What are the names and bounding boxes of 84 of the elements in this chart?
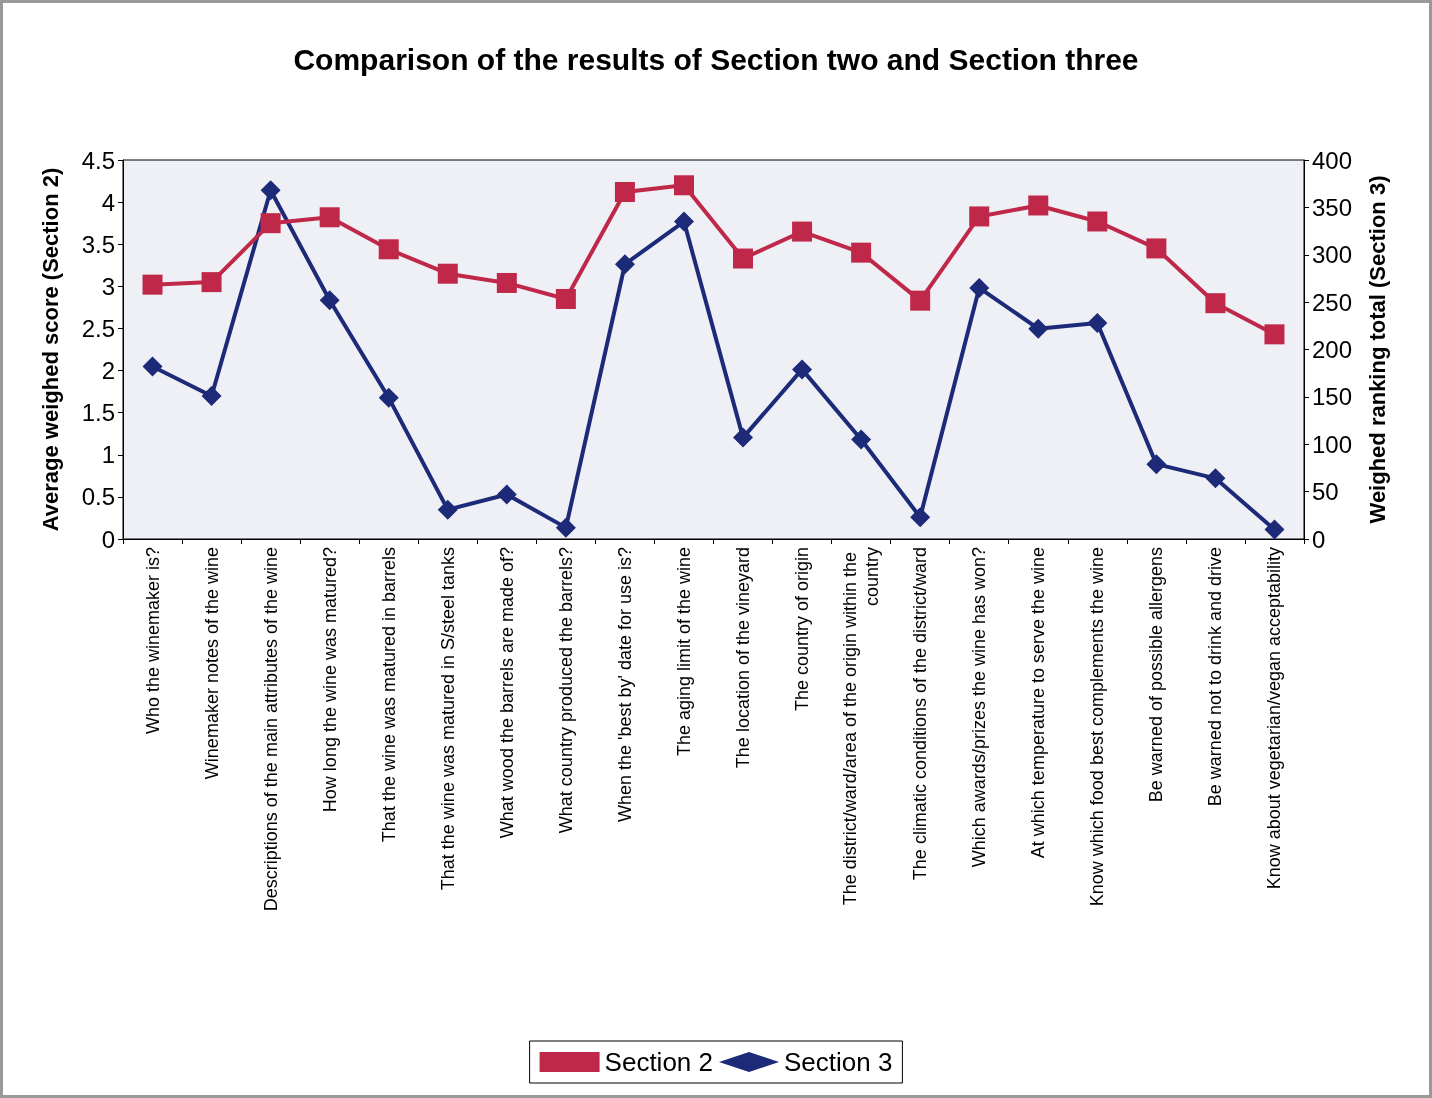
- y2-tick-label: 200: [1312, 336, 1353, 363]
- y-tick-label: 4: [101, 188, 115, 216]
- point: [437, 499, 458, 520]
- point: [969, 277, 990, 298]
- x-tick-label: Descriptions of the main attributes of the wine: [260, 547, 281, 912]
- point: [437, 263, 458, 284]
- y2-tick-label: 300: [1312, 241, 1353, 269]
- point: [142, 274, 163, 295]
- x-tick-label: Be warned not to drink and drive: [1205, 547, 1226, 807]
- point: [1146, 454, 1167, 475]
- legend-label: Section 3: [784, 1047, 893, 1077]
- x-tick-label: The location of the vineyard: [733, 547, 754, 769]
- y-tick-label: 2.5: [81, 314, 115, 342]
- x-tick-label: The country of origin: [792, 547, 813, 712]
- x-tick-label: The climatic conditions of the district/ward: [910, 547, 931, 881]
- point: [673, 211, 694, 232]
- point: [910, 290, 931, 311]
- y2-tick-label: 150: [1312, 383, 1353, 411]
- legend-label: Section 2: [604, 1047, 713, 1077]
- point: [614, 182, 635, 202]
- point: [201, 272, 222, 293]
- point: [319, 290, 340, 311]
- point: [1146, 238, 1167, 259]
- x-tick-label: At which temperature to serve the wine: [1028, 547, 1049, 859]
- point: [792, 359, 813, 380]
- point: [319, 207, 340, 228]
- y-tick-label: 1: [101, 441, 115, 469]
- x-tick-label: The district/ward/area of the origin within the country: [840, 547, 883, 906]
- y2-tick-label: 100: [1312, 430, 1353, 458]
- point: [851, 242, 872, 263]
- y2-tick-label: 50: [1312, 478, 1339, 506]
- point: [260, 213, 281, 234]
- x-tick-label: When the 'best by' date for use is?: [614, 547, 635, 823]
- point: [378, 239, 399, 260]
- point: [910, 507, 931, 528]
- y2-tick-label: 350: [1312, 193, 1353, 221]
- point: [555, 517, 576, 538]
- x-tick-label: The aging limit of the wine: [673, 547, 694, 757]
- point: [555, 288, 576, 309]
- y-tick-label: 3: [101, 272, 115, 300]
- x-tick-label: That the wine was matured in S/steel tanks: [437, 547, 458, 891]
- x-tick-label: Which awards/prizes the wine has won?: [969, 547, 990, 868]
- x-tick-label: That the wine was matured in barrels: [378, 547, 399, 843]
- point: [1264, 324, 1285, 345]
- point: [1028, 195, 1049, 216]
- x-tick-label: Know about vegetarian/vegan acceptability: [1264, 547, 1285, 890]
- y-tick-label: 4.5: [81, 146, 115, 174]
- point: [733, 427, 754, 448]
- y-tick-label: 0.5: [81, 483, 115, 511]
- y2-axis-title: Weighed ranking total (Section 3): [1364, 175, 1390, 524]
- chart-title: Comparison of the results of Section two and Section three: [293, 42, 1139, 76]
- x-tick-label: How long the wine was matured?: [319, 547, 340, 813]
- x-tick-label: Know which food best complements the wine: [1087, 547, 1108, 907]
- point: [792, 221, 813, 242]
- x-tick-label: Winemaker notes of the wine: [201, 547, 222, 780]
- point: [614, 254, 635, 275]
- point: [733, 248, 754, 269]
- y2-tick-label: 250: [1312, 288, 1353, 316]
- point: [673, 175, 694, 196]
- point: [260, 180, 281, 201]
- y-axis-title: Average weighed score (Section 2): [37, 167, 63, 532]
- point: [201, 385, 222, 406]
- point: [378, 387, 399, 408]
- point: [1087, 312, 1108, 333]
- y2-tick-label: 400: [1312, 146, 1353, 174]
- x-tick-label: What country produced the barrels?: [555, 547, 576, 834]
- point: [496, 272, 517, 293]
- point: [851, 429, 872, 450]
- x-tick-label: Who the winemaker is?: [142, 547, 163, 735]
- x-tick-label: What wood the barrels are made of?: [496, 547, 517, 839]
- point: [142, 356, 163, 377]
- point: [1205, 293, 1226, 314]
- point: [1028, 318, 1049, 339]
- x-tick-label: Be warned of possible allergens: [1146, 547, 1167, 803]
- point: [1264, 519, 1285, 540]
- point: [1205, 468, 1226, 489]
- y2-tick-label: 0: [1312, 525, 1326, 553]
- y-tick-label: 1.5: [81, 399, 115, 427]
- point: [1087, 211, 1108, 232]
- y-tick-label: 0: [101, 525, 115, 553]
- point: [969, 206, 990, 227]
- y-tick-label: 3.5: [81, 230, 115, 258]
- y-tick-label: 2: [101, 357, 115, 385]
- point: [496, 484, 517, 505]
